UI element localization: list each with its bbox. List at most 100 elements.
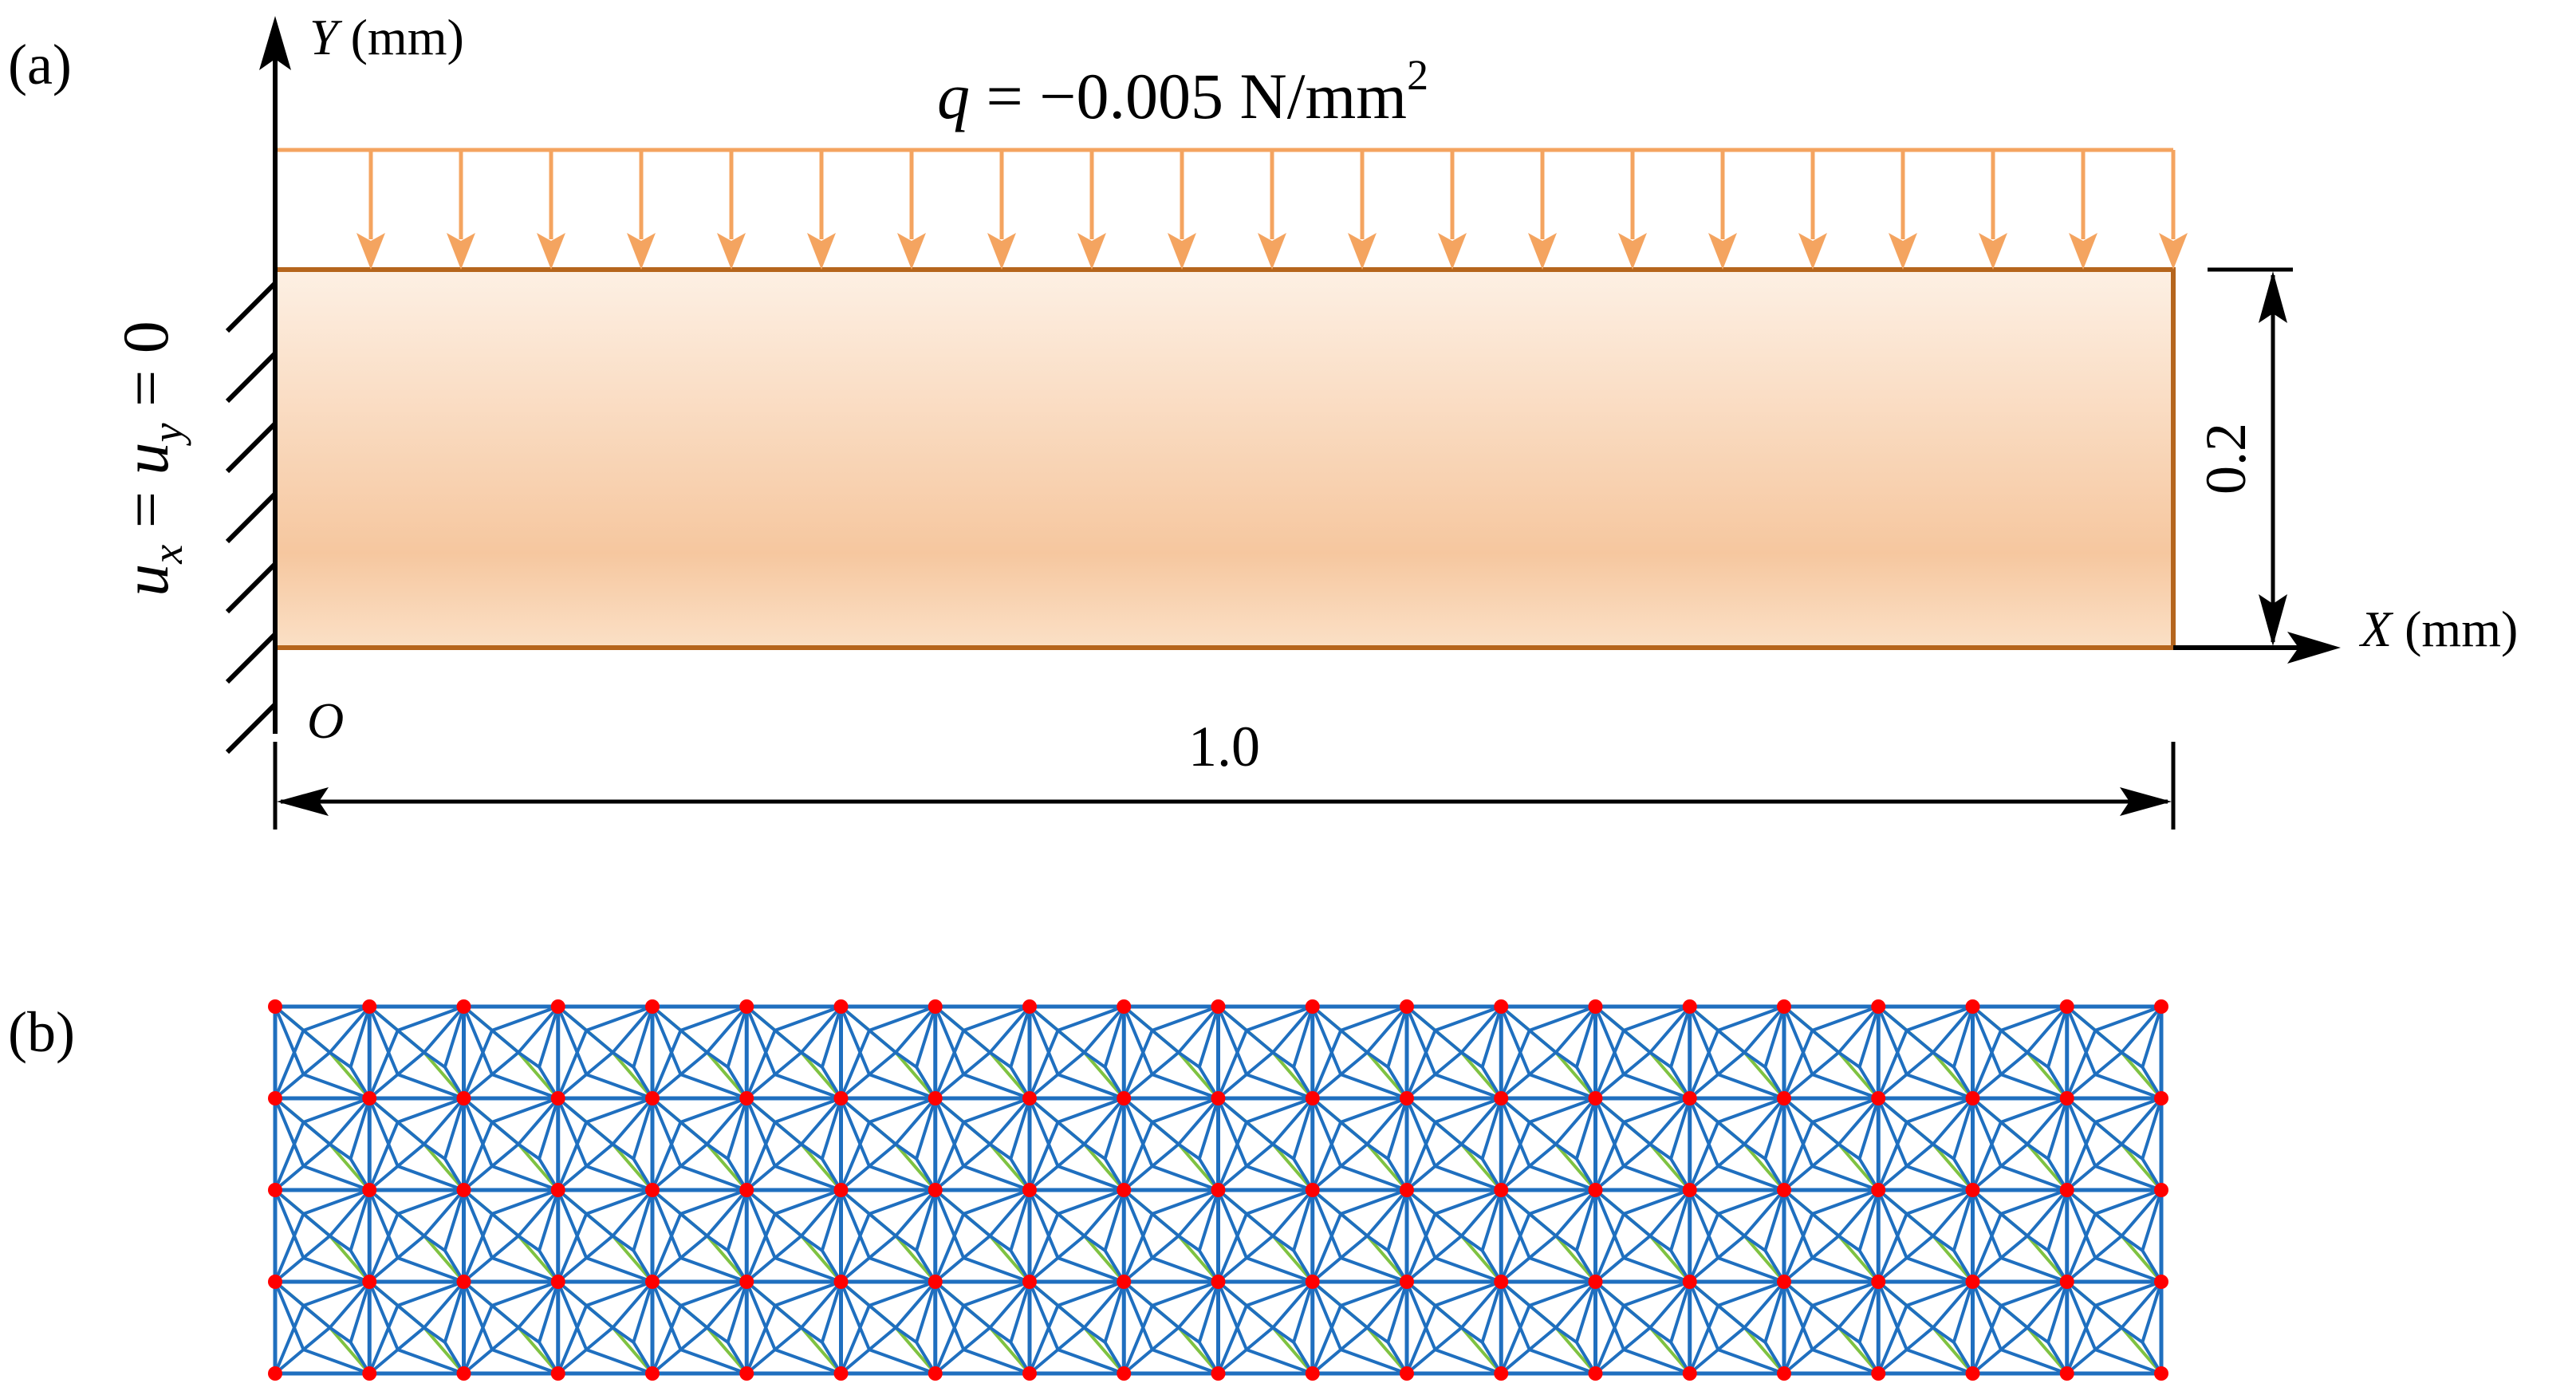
mesh-bar: [585, 1212, 614, 1238]
mesh-bar: [1877, 1121, 1908, 1191]
mesh-bar: [1152, 1005, 1219, 1032]
mesh-bar: [585, 1050, 614, 1076]
mesh-bar: [1669, 1281, 1692, 1343]
mesh-bar: [1434, 1326, 1463, 1351]
mesh-bar: [1151, 1142, 1180, 1168]
mesh-bar: [302, 1326, 331, 1351]
mesh-node: [739, 1275, 754, 1289]
mesh-bar: [774, 1121, 803, 1146]
mesh-bar: [1999, 1121, 2029, 1146]
mesh-bar: [517, 1234, 541, 1252]
mesh-bar: [1499, 1281, 1531, 1350]
mesh-bar: [611, 1280, 654, 1329]
mesh-bar: [679, 1142, 708, 1168]
load-arrow: [897, 150, 926, 270]
mesh-bar: [632, 1189, 654, 1251]
mesh-bar: [679, 1304, 708, 1330]
mesh-bar: [1405, 1098, 1437, 1167]
mesh-bar: [933, 1098, 966, 1167]
mesh-bar: [1906, 1280, 1974, 1307]
mesh-bar: [963, 1097, 1030, 1124]
mesh-bar: [1622, 1234, 1652, 1259]
mesh-bar: [397, 1188, 465, 1216]
mesh-bar: [651, 1030, 683, 1099]
mesh-bar: [1623, 1188, 1691, 1216]
mesh-bar: [1460, 1326, 1483, 1344]
mesh-bar: [396, 1212, 426, 1238]
mesh-bar: [679, 1188, 747, 1216]
mesh-bar: [1528, 1121, 1558, 1146]
mesh-bar: [302, 1256, 370, 1283]
mesh-bar: [1529, 1073, 1597, 1100]
mesh-bar: [2000, 1188, 2068, 1216]
mesh-bar: [1782, 1098, 1814, 1167]
mesh-bar: [1386, 1006, 1408, 1068]
mesh-node: [456, 1366, 471, 1381]
mesh-diagonal-bar: [611, 1326, 654, 1375]
mesh-diagonal-bar: [2120, 1326, 2163, 1375]
mesh-bar: [1999, 1304, 2029, 1330]
mesh-node: [1871, 999, 1886, 1014]
mesh-bar: [1434, 1050, 1463, 1076]
mesh-bar: [1292, 1006, 1314, 1068]
mesh-bar: [1622, 1326, 1652, 1351]
mesh-bar: [1245, 1234, 1274, 1259]
mesh-bar: [368, 1030, 400, 1099]
mesh-bar: [706, 1097, 748, 1145]
mesh-bar: [820, 1189, 843, 1251]
mesh-bar: [1216, 1213, 1248, 1283]
mesh-bar: [1593, 1281, 1625, 1350]
mesh-diagonal-bar: [611, 1051, 654, 1100]
mesh-bar: [1405, 1305, 1437, 1374]
mesh-bar: [1499, 1189, 1531, 1259]
mesh-bar: [1669, 1098, 1692, 1160]
mesh-bar: [302, 1005, 370, 1032]
mesh-bar: [989, 1234, 1012, 1252]
mesh-bar: [1339, 1029, 1369, 1054]
mesh-bar: [1811, 1165, 1879, 1192]
mesh-node: [1022, 1275, 1037, 1289]
mesh-bar: [988, 1280, 1031, 1329]
mesh-node: [1305, 1183, 1320, 1197]
mesh-bar: [1529, 1280, 1597, 1307]
mesh-bar: [1622, 1121, 1652, 1146]
mesh-bar: [1932, 1142, 1956, 1161]
mesh-bar: [679, 1121, 708, 1146]
mesh-bar: [1057, 1165, 1125, 1192]
mesh-bar: [1554, 1234, 1578, 1252]
mesh-diagonal-bar: [894, 1326, 937, 1375]
mesh-bar: [1083, 1142, 1106, 1161]
mesh-node: [1682, 999, 1697, 1014]
mesh-bar: [1688, 1006, 1720, 1075]
mesh-bar: [2065, 1281, 2097, 1350]
mesh-node: [456, 1183, 471, 1197]
mesh-node: [2059, 1183, 2074, 1197]
mesh-bar: [1782, 1305, 1814, 1374]
mesh-node: [550, 1275, 565, 1289]
load-arrow: [717, 150, 746, 270]
mesh-bar: [962, 1234, 991, 1259]
mesh-bar: [933, 1006, 966, 1075]
mesh-diagonal-bar: [706, 1051, 748, 1100]
mesh-bar: [774, 1005, 842, 1032]
mesh-bar: [989, 1142, 1012, 1161]
mesh-bar: [1529, 1188, 1597, 1216]
mesh-bar: [1529, 1256, 1597, 1283]
mesh-node: [1965, 1366, 1980, 1381]
mesh-bar: [1528, 1050, 1558, 1076]
mesh-bar: [490, 1121, 520, 1146]
hatch-line: [225, 632, 278, 684]
mesh-node: [1965, 1183, 1980, 1197]
mesh-bar: [1574, 1189, 1597, 1251]
mesh-bar: [1837, 1188, 1880, 1237]
mesh-bar: [1622, 1142, 1652, 1168]
mesh-bar: [1593, 1006, 1625, 1075]
mesh-bar: [1529, 1165, 1597, 1192]
mesh-bar: [1028, 1121, 1060, 1191]
mesh-bar: [1857, 1006, 1881, 1068]
mesh-node: [1022, 1091, 1037, 1105]
mesh-bar: [1083, 1280, 1125, 1329]
mesh-bar: [915, 1281, 937, 1343]
mesh-bar: [1743, 1142, 1767, 1161]
mesh-bar: [988, 1188, 1031, 1237]
